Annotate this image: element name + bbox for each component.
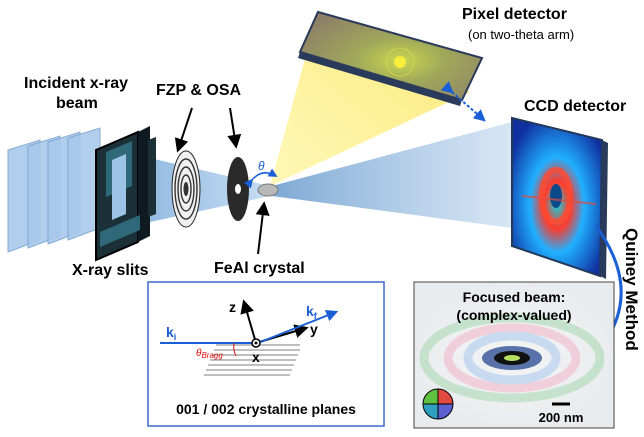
inset-z-label: z	[229, 299, 236, 315]
crystal-pointer	[255, 201, 270, 255]
xray-slits	[95, 126, 156, 262]
inset-x-label: x	[252, 349, 260, 365]
ccd-detector	[511, 116, 608, 279]
osa-aperture	[227, 157, 249, 221]
transmitted-beam-cone	[272, 122, 512, 228]
k-i-label: ki	[166, 324, 176, 342]
osa-pointer	[227, 107, 242, 149]
incident-beam-sheets	[7, 127, 101, 253]
pixel-detector-label: Pixel detector	[462, 6, 567, 23]
fzp-zone-plate	[171, 150, 201, 228]
inset-y-label: y	[310, 321, 318, 337]
scale-bar-label: 200 nm	[539, 410, 584, 425]
ccd-detector-label: CCD detector	[524, 98, 627, 115]
incident-beam-label: Incident x-ray beam	[24, 75, 129, 112]
theta-bragg-label: θBragg	[196, 348, 223, 360]
pixel-detector-sublabel: (on two-theta arm)	[468, 27, 575, 42]
k-f-label: kf	[306, 303, 318, 321]
two-theta-arrow	[440, 81, 486, 122]
xray-slits-label: X-ray slits	[72, 262, 149, 279]
incident-beam-cone	[150, 158, 270, 222]
focus-title-line2: (complex-valued)	[456, 307, 571, 323]
focused-beam-inset	[413, 281, 615, 429]
fzp-osa-label: FZP & OSA	[156, 82, 242, 99]
theta-label: θ	[258, 159, 265, 173]
inset-caption: 001 / 002 crystalline planes	[176, 401, 356, 417]
feal-crystal-label: FeAl crystal	[214, 260, 305, 277]
focus-title-line1: Focused beam:	[463, 289, 566, 305]
theta-bragg-arc	[233, 342, 237, 357]
geometry-inset	[147, 281, 385, 427]
feal-crystal	[257, 183, 279, 197]
phase-color-wheel	[422, 388, 454, 420]
theta-arc	[243, 168, 278, 189]
fzp-pointer	[174, 107, 193, 153]
z-axis	[240, 299, 257, 344]
quiney-method-label: Quiney Method	[622, 228, 641, 351]
k-f-vector	[257, 309, 339, 344]
